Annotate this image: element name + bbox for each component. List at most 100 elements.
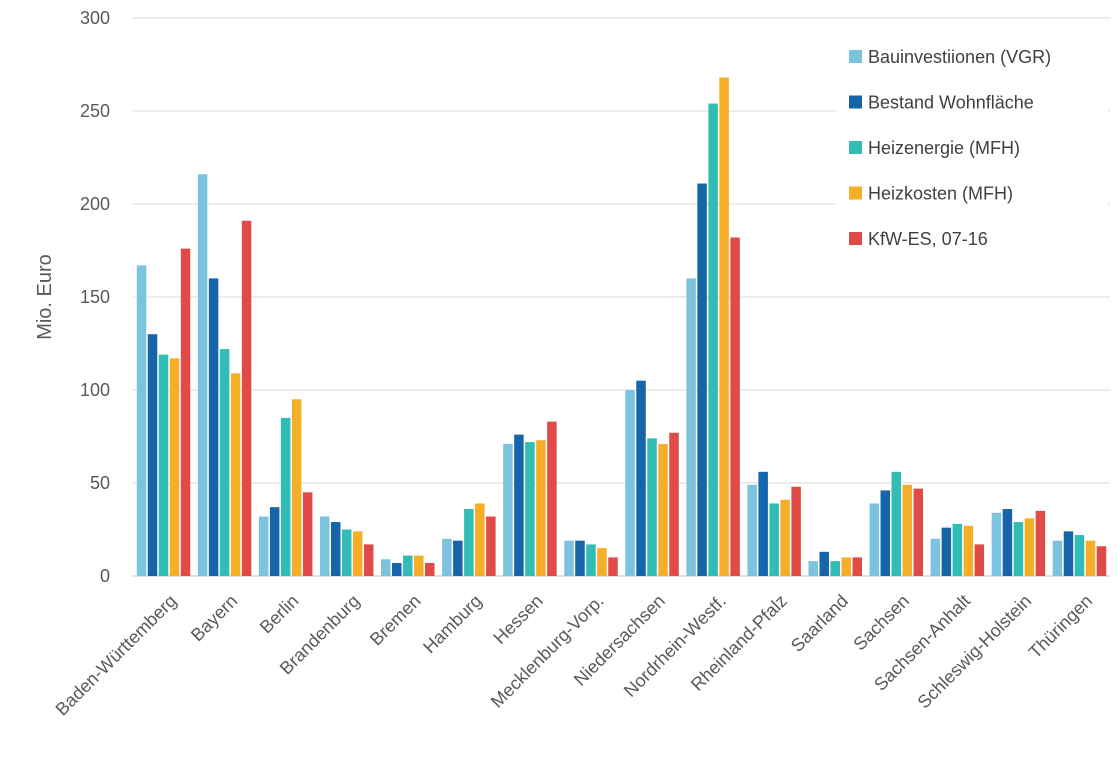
- y-axis-title: Mio. Euro: [34, 254, 56, 340]
- legend-label: Heizkosten (MFH): [868, 184, 1013, 204]
- bar: [575, 540, 585, 576]
- x-tick-label: Saarland: [787, 591, 852, 656]
- legend-label: Bestand Wohnfläche: [868, 93, 1034, 113]
- bar: [442, 538, 452, 576]
- bar: [708, 103, 718, 576]
- bar: [830, 561, 840, 576]
- bar: [230, 373, 241, 576]
- y-axis-ticks: 0 50 100 150 200 250 300: [80, 8, 110, 586]
- bar: [414, 555, 424, 576]
- bar: [625, 390, 635, 576]
- bar: [880, 490, 891, 576]
- bar: [547, 421, 557, 576]
- y-tick-label: 150: [80, 287, 110, 307]
- bar: [1013, 522, 1024, 576]
- bar: [352, 531, 363, 576]
- bar: [597, 548, 607, 576]
- bar: [241, 220, 252, 577]
- bar: [403, 555, 413, 576]
- y-tick-label: 50: [90, 473, 110, 493]
- bar: [941, 527, 952, 576]
- legend-swatch: [849, 95, 862, 109]
- bar: [780, 499, 790, 576]
- bar: [392, 562, 402, 576]
- bar: [180, 248, 191, 576]
- bar: [319, 516, 330, 576]
- bars: [136, 77, 1107, 577]
- x-tick-label: Hamburg: [419, 591, 485, 657]
- bar: [269, 507, 280, 576]
- bar: [1096, 546, 1107, 576]
- bar: [1035, 510, 1046, 576]
- bar: [991, 512, 1002, 576]
- x-axis-ticks: Baden-Württemberg Bayern BerlinBrandenburg…: [52, 591, 1097, 720]
- legend-swatch: [849, 186, 862, 200]
- bar: [974, 544, 985, 576]
- legend: Bauinvestiionen (VGR) Bestand Wohnfläche H…: [836, 30, 1108, 262]
- bar: [697, 183, 707, 577]
- bar: [136, 265, 147, 576]
- legend-background: [836, 30, 1108, 262]
- bar: [669, 432, 679, 576]
- bar: [525, 442, 535, 576]
- bar: [486, 516, 496, 576]
- x-tick-label: Schleswig-Holstein: [914, 591, 1036, 713]
- bar: [658, 443, 668, 576]
- bar: [208, 278, 219, 576]
- bar: [514, 434, 524, 576]
- bar: [758, 471, 768, 576]
- y-tick-label: 300: [80, 8, 110, 28]
- bar: [219, 349, 230, 576]
- bar: [381, 559, 391, 576]
- bar: [636, 380, 646, 576]
- bar: [197, 174, 208, 577]
- bar: [952, 523, 963, 576]
- legend-label: Heizenergie (MFH): [868, 138, 1020, 158]
- bar: [791, 486, 801, 576]
- x-tick-label: Bremen: [366, 591, 425, 650]
- bar: [769, 503, 779, 576]
- x-tick-label: Nordrhein-Westf.: [620, 591, 730, 701]
- bar: [453, 540, 463, 576]
- legend-label: KfW-ES, 07-16: [868, 229, 988, 249]
- bar: [302, 492, 313, 576]
- bar: [425, 562, 435, 576]
- bar: [647, 438, 657, 576]
- x-tick-label: Thüringen: [1025, 591, 1096, 662]
- legend-label: Bauinvestiionen (VGR): [868, 47, 1051, 67]
- legend-swatch: [849, 50, 862, 63]
- bar: [464, 509, 474, 576]
- bar: [158, 354, 169, 576]
- x-tick-label: Baden-Württemberg: [52, 591, 181, 720]
- bar: [1085, 540, 1096, 576]
- bar: [291, 399, 302, 576]
- bar: [147, 334, 158, 576]
- x-tick-label: Sachsen: [849, 591, 913, 655]
- y-tick-label: 200: [80, 194, 110, 214]
- y-tick-label: 100: [80, 380, 110, 400]
- bar: [341, 529, 352, 576]
- bar: [330, 522, 341, 576]
- bar: [608, 557, 618, 576]
- bar: [536, 440, 546, 576]
- x-tick-label: Mecklenburg-Vorp.: [487, 591, 608, 712]
- bar: [280, 417, 291, 576]
- bar: [503, 443, 513, 576]
- bar: [963, 525, 974, 576]
- y-tick-label: 250: [80, 101, 110, 121]
- bar: [869, 503, 880, 576]
- bar: [475, 503, 485, 576]
- bar: [1052, 540, 1063, 576]
- bar: [686, 278, 696, 576]
- legend-swatch: [849, 232, 862, 245]
- x-tick-label: Hessen: [489, 591, 546, 648]
- bar: [913, 488, 924, 576]
- x-tick-label: Berlin: [256, 591, 303, 638]
- x-tick-label: Bayern: [187, 591, 241, 645]
- bar: [808, 561, 818, 576]
- bar: [930, 538, 941, 576]
- bar: [586, 544, 596, 576]
- bar: [747, 484, 757, 576]
- bar: [719, 77, 729, 577]
